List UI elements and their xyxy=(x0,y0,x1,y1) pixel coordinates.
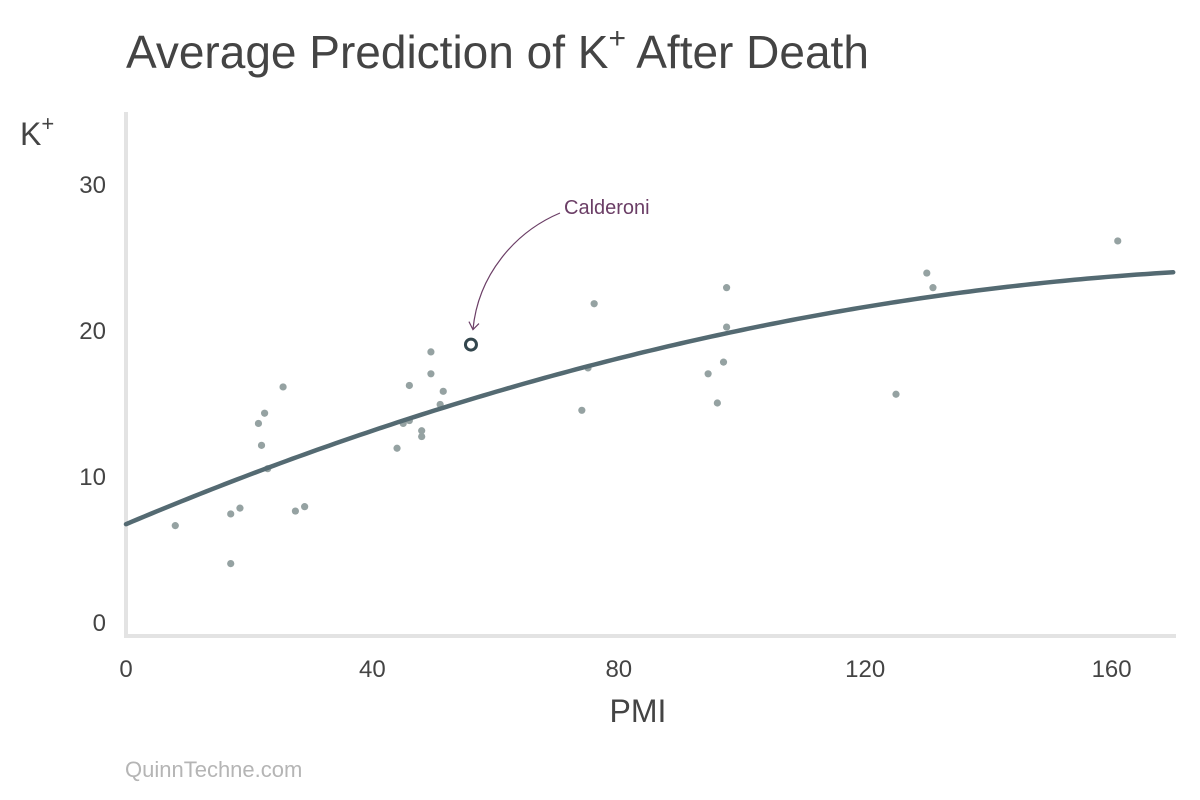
x-axis-ticks: 0 40 80 120 160 xyxy=(119,656,1131,683)
y-axis-label-sup: + xyxy=(41,111,54,136)
data-point xyxy=(227,510,235,518)
data-point xyxy=(418,432,426,441)
chart-title-suffix: After Death xyxy=(626,26,869,78)
chart-title-main: Average Prediction of K xyxy=(126,26,609,78)
y-axis-label: K+ xyxy=(20,111,54,152)
data-point xyxy=(254,419,263,428)
data-point xyxy=(427,348,435,356)
data-point xyxy=(719,358,728,366)
data-point xyxy=(929,284,937,292)
x-axis-label: PMI xyxy=(610,693,667,729)
data-point xyxy=(257,441,266,449)
data-point xyxy=(439,387,447,395)
data-point xyxy=(923,269,931,277)
data-point xyxy=(578,406,586,414)
x-tick-label: 0 xyxy=(119,656,132,683)
data-point xyxy=(713,399,721,407)
highlight-point-calderoni xyxy=(463,337,478,352)
data-point xyxy=(279,383,287,391)
data-point xyxy=(723,284,731,292)
chart-title: Average Prediction of K+ After Death xyxy=(126,22,869,78)
y-tick-label: 30 xyxy=(79,172,106,199)
annotation-arrow xyxy=(472,212,561,330)
y-tick-label: 0 xyxy=(93,610,106,637)
y-tick-label: 20 xyxy=(79,318,106,345)
data-point xyxy=(704,370,712,378)
data-point xyxy=(171,522,179,530)
data-point xyxy=(1114,237,1122,245)
data-point xyxy=(590,300,598,308)
y-axis-ticks: 0 10 20 30 xyxy=(79,172,106,637)
y-axis-label-main: K xyxy=(20,116,41,152)
data-point xyxy=(261,409,269,417)
data-point xyxy=(393,444,401,452)
data-point xyxy=(427,370,435,378)
annotation-arrowhead xyxy=(468,321,480,331)
chart-title-sup: + xyxy=(608,22,626,55)
data-point xyxy=(723,323,731,331)
data-point xyxy=(301,503,309,511)
x-tick-label: 80 xyxy=(605,656,632,683)
data-point xyxy=(227,560,235,568)
data-point xyxy=(418,427,426,435)
y-tick-label: 10 xyxy=(79,464,106,491)
trend-curve xyxy=(123,270,1176,527)
annotation-label-calderoni: Calderoni xyxy=(564,197,650,219)
data-point xyxy=(405,381,413,390)
x-tick-label: 160 xyxy=(1092,656,1132,683)
data-point xyxy=(291,507,299,515)
data-point xyxy=(892,390,900,398)
x-tick-label: 120 xyxy=(845,656,885,683)
x-tick-label: 40 xyxy=(359,656,386,683)
data-points xyxy=(171,237,1122,568)
data-point xyxy=(236,504,244,512)
footer-source: QuinnTechne.com xyxy=(125,757,302,782)
